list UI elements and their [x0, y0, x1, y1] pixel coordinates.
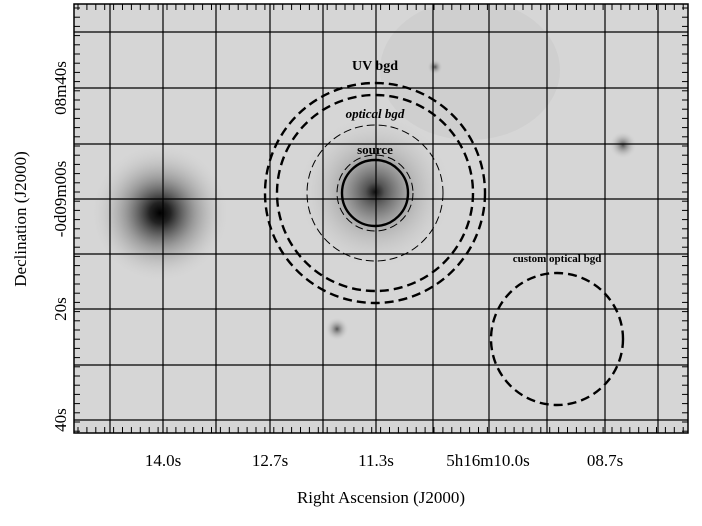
x-tick-label: 14.0s — [145, 451, 181, 470]
y-tick-label: -0d09m00s — [51, 161, 70, 238]
x-axis-label: Right Ascension (J2000) — [297, 488, 465, 507]
page: UV bgd optical bgd source custom optical… — [0, 0, 702, 526]
annotation: optical bgd — [346, 106, 405, 121]
y-tick-label: 08m40s — [51, 61, 70, 115]
x-tick-label: 5h16m10.0s — [446, 451, 530, 470]
x-tick-label: 12.7s — [252, 451, 288, 470]
annotation: custom optical bgd — [513, 253, 602, 265]
y-tick-label: 20s — [51, 297, 70, 321]
y-axis-label: Declination (J2000) — [11, 151, 30, 287]
annotation: source — [357, 142, 393, 157]
y-tick-label: 40s — [51, 408, 70, 432]
figure: UV bgd optical bgd source custom optical… — [0, 0, 702, 521]
x-tick-label: 11.3s — [358, 451, 394, 470]
annotation: UV bgd — [352, 59, 398, 74]
x-tick-label: 08.7s — [587, 451, 623, 470]
